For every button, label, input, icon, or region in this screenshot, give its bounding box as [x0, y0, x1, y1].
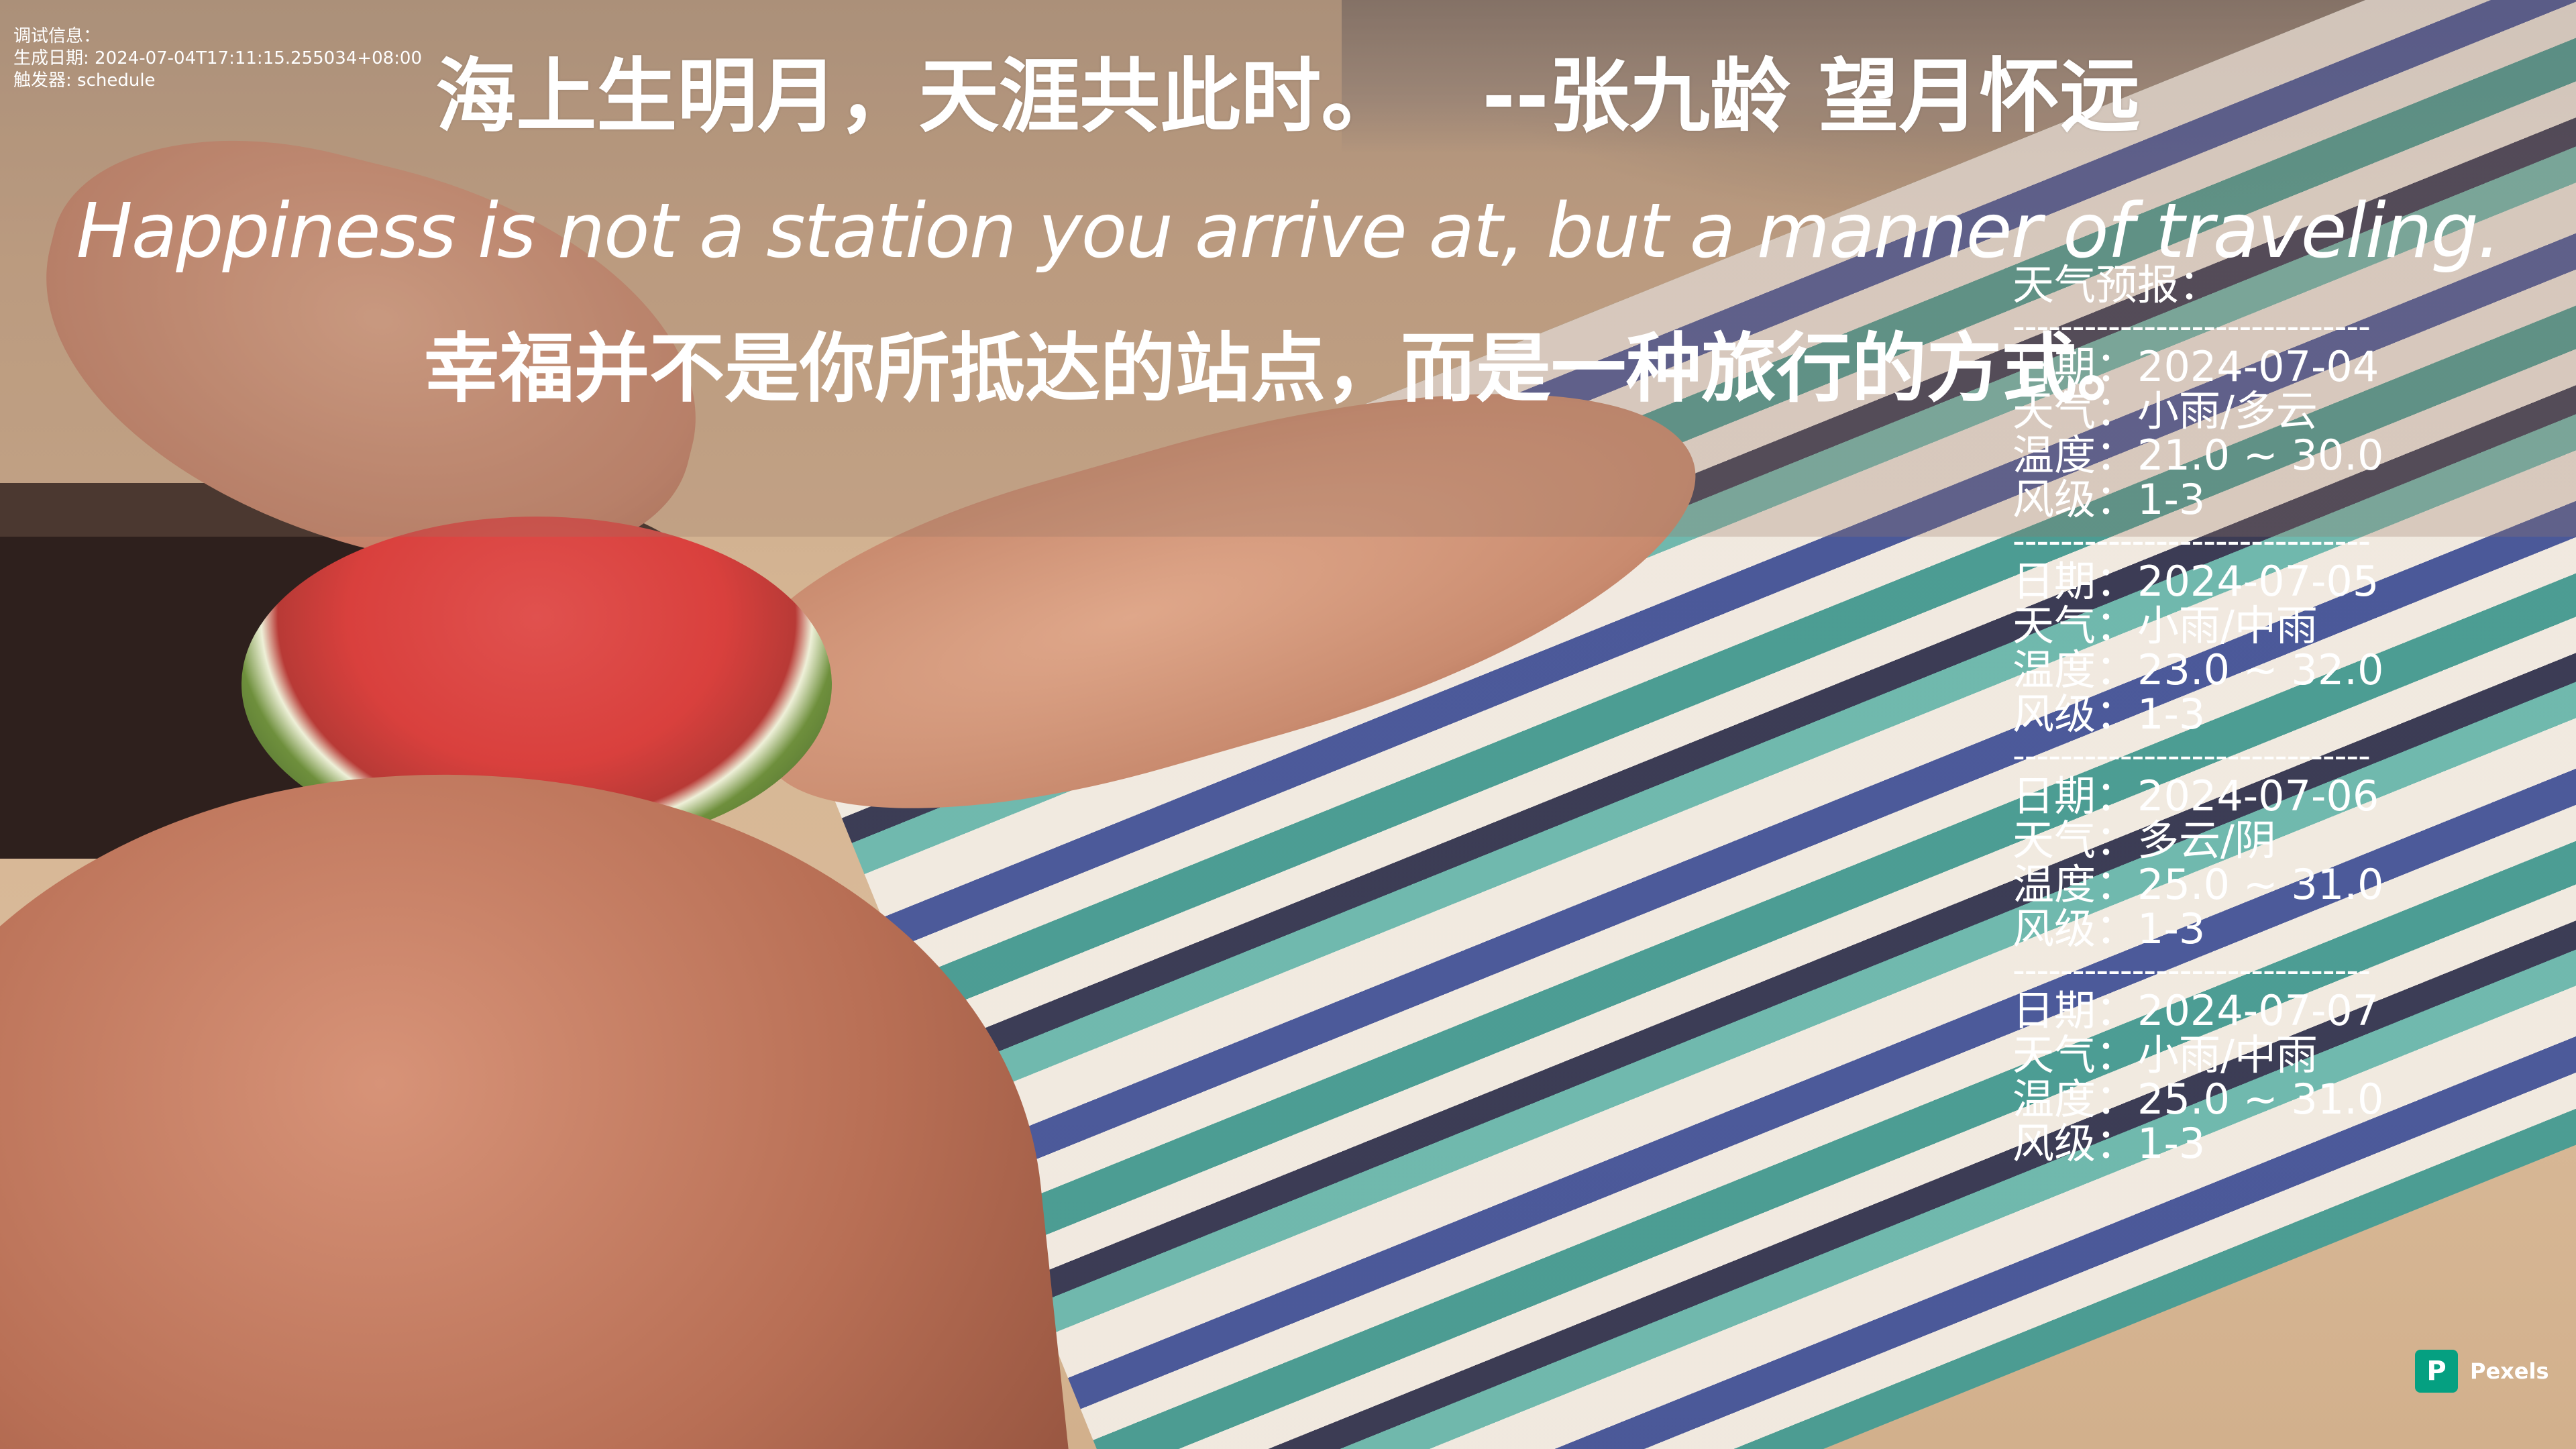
- weather-day: 日期：2024-07-05 天气：小雨/中雨 温度：23.0 ~ 32.0 风级…: [2012, 559, 2442, 737]
- weather-temperature: 温度：25.0 ~ 31.0: [2012, 860, 2384, 909]
- weather-separator: ------------------------------: [2012, 523, 2371, 559]
- text-backdrop-veil: [0, 0, 2576, 537]
- weather-day: 日期：2024-07-07 天气：小雨/中雨 温度：25.0 ~ 31.0 风级…: [2012, 989, 2442, 1166]
- weather-day: 日期：2024-07-04 天气：小雨/多云 温度：21.0 ~ 30.0 风级…: [2012, 345, 2442, 522]
- weather-separator: ------------------------------: [2012, 309, 2371, 345]
- weather-title: 天气预报：: [2012, 260, 2221, 309]
- weather-day: 日期：2024-07-06 天气：多云/阴 温度：25.0 ~ 31.0 风级：…: [2012, 774, 2442, 951]
- poem-author: --张九龄 望月怀远: [1482, 50, 2141, 144]
- weather-temperature: 温度：25.0 ~ 31.0: [2012, 1075, 2384, 1124]
- debug-trigger: 触发器: schedule: [13, 70, 156, 91]
- weather-wind: 风级：1-3: [2012, 690, 2206, 739]
- quote-english: Happiness is not a station you arrive at…: [76, 188, 2502, 275]
- poem-line: 海上生明月，天涯共此时。 --张九龄 望月怀远: [0, 40, 2576, 154]
- weather-separator: ------------------------------: [2012, 738, 2371, 774]
- quote-chinese: 幸福并不是你所抵达的站点，而是一种旅行的方式。: [424, 325, 2152, 413]
- pexels-watermark: P Pexels: [2415, 1350, 2549, 1393]
- weather-date: 日期：2024-07-05: [2012, 557, 2379, 606]
- weather-condition: 天气：小雨/多云: [2012, 386, 2318, 435]
- weather-date: 日期：2024-07-06: [2012, 771, 2379, 820]
- poem-text: 海上生明月，天涯共此时。: [435, 50, 1402, 144]
- debug-label: 调试信息：: [13, 26, 101, 46]
- weather-temperature: 温度：23.0 ~ 32.0: [2012, 645, 2384, 694]
- weather-wind: 风级：1-3: [2012, 1119, 2206, 1168]
- weather-wind: 风级：1-3: [2012, 904, 2206, 953]
- weather-date: 日期：2024-07-07: [2012, 986, 2379, 1035]
- weather-condition: 天气：多云/阴: [2012, 816, 2276, 865]
- weather-condition: 天气：小雨/中雨: [2012, 601, 2318, 650]
- weather-condition: 天气：小雨/中雨: [2012, 1030, 2318, 1079]
- debug-info: 调试信息： 生成日期: 2024-07-04T17:11:15.255034+0…: [13, 25, 422, 92]
- weather-temperature: 温度：21.0 ~ 30.0: [2012, 431, 2384, 480]
- pexels-logo-icon: P: [2415, 1350, 2458, 1393]
- pexels-label: Pexels: [2470, 1358, 2549, 1384]
- weather-separator: ------------------------------: [2012, 953, 2371, 989]
- debug-generated-date: 生成日期: 2024-07-04T17:11:15.255034+08:00: [13, 48, 423, 68]
- weather-wind: 风级：1-3: [2012, 475, 2206, 524]
- weather-date: 日期：2024-07-04: [2012, 342, 2379, 391]
- weather-forecast: 天气预报： ------------------------------ 日期：…: [2012, 263, 2442, 1167]
